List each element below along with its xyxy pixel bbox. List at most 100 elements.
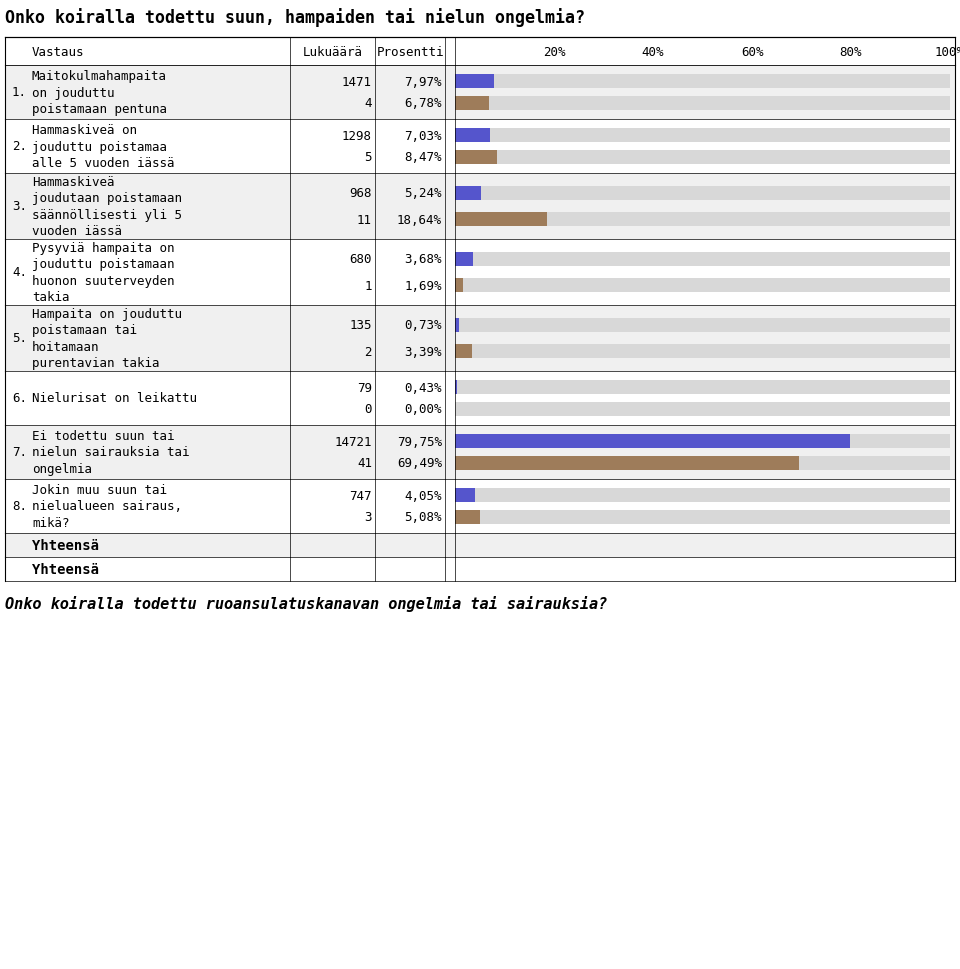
Text: 3: 3	[365, 511, 372, 524]
Text: 680: 680	[349, 253, 372, 266]
Text: Maitokulmahampaita
on jouduttu
poistamaan pentuna: Maitokulmahampaita on jouduttu poistamaa…	[32, 70, 167, 116]
Text: 5,24%: 5,24%	[404, 187, 442, 200]
Text: 1,69%: 1,69%	[404, 279, 442, 293]
Text: Yhteensä: Yhteensä	[32, 562, 99, 577]
Text: Yhteensä: Yhteensä	[32, 539, 99, 552]
FancyBboxPatch shape	[455, 435, 950, 449]
FancyBboxPatch shape	[5, 534, 955, 557]
Text: 5,08%: 5,08%	[404, 511, 442, 524]
FancyBboxPatch shape	[455, 187, 950, 201]
FancyBboxPatch shape	[455, 456, 799, 470]
Text: 6.: 6.	[12, 392, 27, 405]
Text: 0,00%: 0,00%	[404, 403, 442, 416]
FancyBboxPatch shape	[5, 305, 955, 372]
FancyBboxPatch shape	[455, 511, 950, 524]
FancyBboxPatch shape	[5, 239, 955, 305]
Text: 7,03%: 7,03%	[404, 130, 442, 142]
FancyBboxPatch shape	[455, 381, 457, 394]
Text: Hammaskiveä
joudutaan poistamaan
säännöllisesti yli 5
vuoden iässä: Hammaskiveä joudutaan poistamaan säännöl…	[32, 175, 182, 238]
Text: Jokin muu suun tai
nielualueen sairaus,
mikä?: Jokin muu suun tai nielualueen sairaus, …	[32, 484, 182, 529]
Text: 79: 79	[357, 382, 372, 394]
Text: 3,39%: 3,39%	[404, 345, 442, 359]
Text: 135: 135	[349, 319, 372, 332]
Text: Pysyviä hampaita on
jouduttu poistamaan
huonon suuterveyden
takia: Pysyviä hampaita on jouduttu poistamaan …	[32, 241, 175, 304]
FancyBboxPatch shape	[5, 38, 955, 66]
FancyBboxPatch shape	[5, 66, 955, 120]
Text: Ei todettu suun tai
nielun sairauksia tai
ongelmia: Ei todettu suun tai nielun sairauksia ta…	[32, 429, 189, 476]
FancyBboxPatch shape	[5, 372, 955, 425]
Text: Hampaita on jouduttu
poistamaan tai
hoitamaan
purentavian takia: Hampaita on jouduttu poistamaan tai hoit…	[32, 307, 182, 370]
FancyBboxPatch shape	[455, 488, 475, 503]
FancyBboxPatch shape	[5, 120, 955, 173]
Text: 18,64%: 18,64%	[397, 213, 442, 227]
FancyBboxPatch shape	[455, 279, 950, 293]
Text: 5: 5	[365, 151, 372, 164]
Text: 1: 1	[365, 279, 372, 293]
FancyBboxPatch shape	[455, 150, 950, 165]
Text: 4: 4	[365, 97, 372, 110]
Text: 20%: 20%	[542, 46, 565, 58]
Text: 4,05%: 4,05%	[404, 489, 442, 502]
Text: Vastaus: Vastaus	[32, 46, 84, 58]
FancyBboxPatch shape	[455, 279, 464, 293]
Text: 8,47%: 8,47%	[404, 151, 442, 164]
FancyBboxPatch shape	[5, 173, 955, 239]
Text: 3.: 3.	[12, 201, 27, 213]
FancyBboxPatch shape	[5, 480, 955, 534]
Text: 79,75%: 79,75%	[397, 435, 442, 449]
Text: 1298: 1298	[342, 130, 372, 142]
FancyBboxPatch shape	[455, 319, 459, 332]
Text: 6,78%: 6,78%	[404, 97, 442, 110]
FancyBboxPatch shape	[455, 402, 950, 417]
Text: Nielurisat on leikattu: Nielurisat on leikattu	[32, 392, 197, 405]
FancyBboxPatch shape	[455, 129, 490, 143]
FancyBboxPatch shape	[455, 150, 497, 165]
FancyBboxPatch shape	[5, 425, 955, 480]
Text: Prosentti: Prosentti	[376, 46, 444, 58]
Text: Hammaskiveä on
jouduttu poistamaa
alle 5 vuoden iässä: Hammaskiveä on jouduttu poistamaa alle 5…	[32, 124, 175, 170]
Text: 41: 41	[357, 456, 372, 470]
FancyBboxPatch shape	[455, 76, 494, 89]
Text: 4.: 4.	[12, 266, 27, 279]
FancyBboxPatch shape	[455, 129, 950, 143]
FancyBboxPatch shape	[455, 456, 950, 470]
Text: 100%: 100%	[935, 46, 960, 58]
Text: Onko koiralla todettu suun, hampaiden tai nielun ongelmia?: Onko koiralla todettu suun, hampaiden ta…	[5, 8, 585, 27]
FancyBboxPatch shape	[5, 557, 955, 581]
Text: 2: 2	[365, 345, 372, 359]
Text: 2.: 2.	[12, 141, 27, 153]
FancyBboxPatch shape	[455, 253, 950, 266]
Text: 11: 11	[357, 213, 372, 227]
FancyBboxPatch shape	[455, 345, 950, 359]
FancyBboxPatch shape	[455, 319, 950, 332]
FancyBboxPatch shape	[455, 345, 471, 359]
Text: 0,73%: 0,73%	[404, 319, 442, 332]
FancyBboxPatch shape	[455, 253, 473, 266]
Text: 14721: 14721	[334, 435, 372, 449]
Text: Onko koiralla todettu ruoansulatuskanavan ongelmia tai sairauksia?: Onko koiralla todettu ruoansulatuskanava…	[5, 595, 608, 611]
Text: 0: 0	[365, 403, 372, 416]
Text: Lukuäärä: Lukuäärä	[302, 46, 363, 58]
Text: 69,49%: 69,49%	[397, 456, 442, 470]
Text: 7,97%: 7,97%	[404, 76, 442, 88]
Text: 8.: 8.	[12, 500, 27, 513]
FancyBboxPatch shape	[455, 213, 950, 227]
Text: 60%: 60%	[741, 46, 763, 58]
Text: 1.: 1.	[12, 86, 27, 100]
Text: 747: 747	[349, 489, 372, 502]
FancyBboxPatch shape	[455, 213, 547, 227]
FancyBboxPatch shape	[455, 381, 950, 394]
Text: 968: 968	[349, 187, 372, 200]
FancyBboxPatch shape	[455, 435, 850, 449]
FancyBboxPatch shape	[455, 97, 489, 110]
Text: 5.: 5.	[12, 332, 27, 345]
FancyBboxPatch shape	[455, 511, 480, 524]
Text: 7.: 7.	[12, 446, 27, 459]
FancyBboxPatch shape	[455, 187, 481, 201]
FancyBboxPatch shape	[455, 76, 950, 89]
FancyBboxPatch shape	[455, 97, 950, 110]
Text: 0,43%: 0,43%	[404, 382, 442, 394]
FancyBboxPatch shape	[455, 488, 950, 503]
Text: 1471: 1471	[342, 76, 372, 88]
Text: 3,68%: 3,68%	[404, 253, 442, 266]
